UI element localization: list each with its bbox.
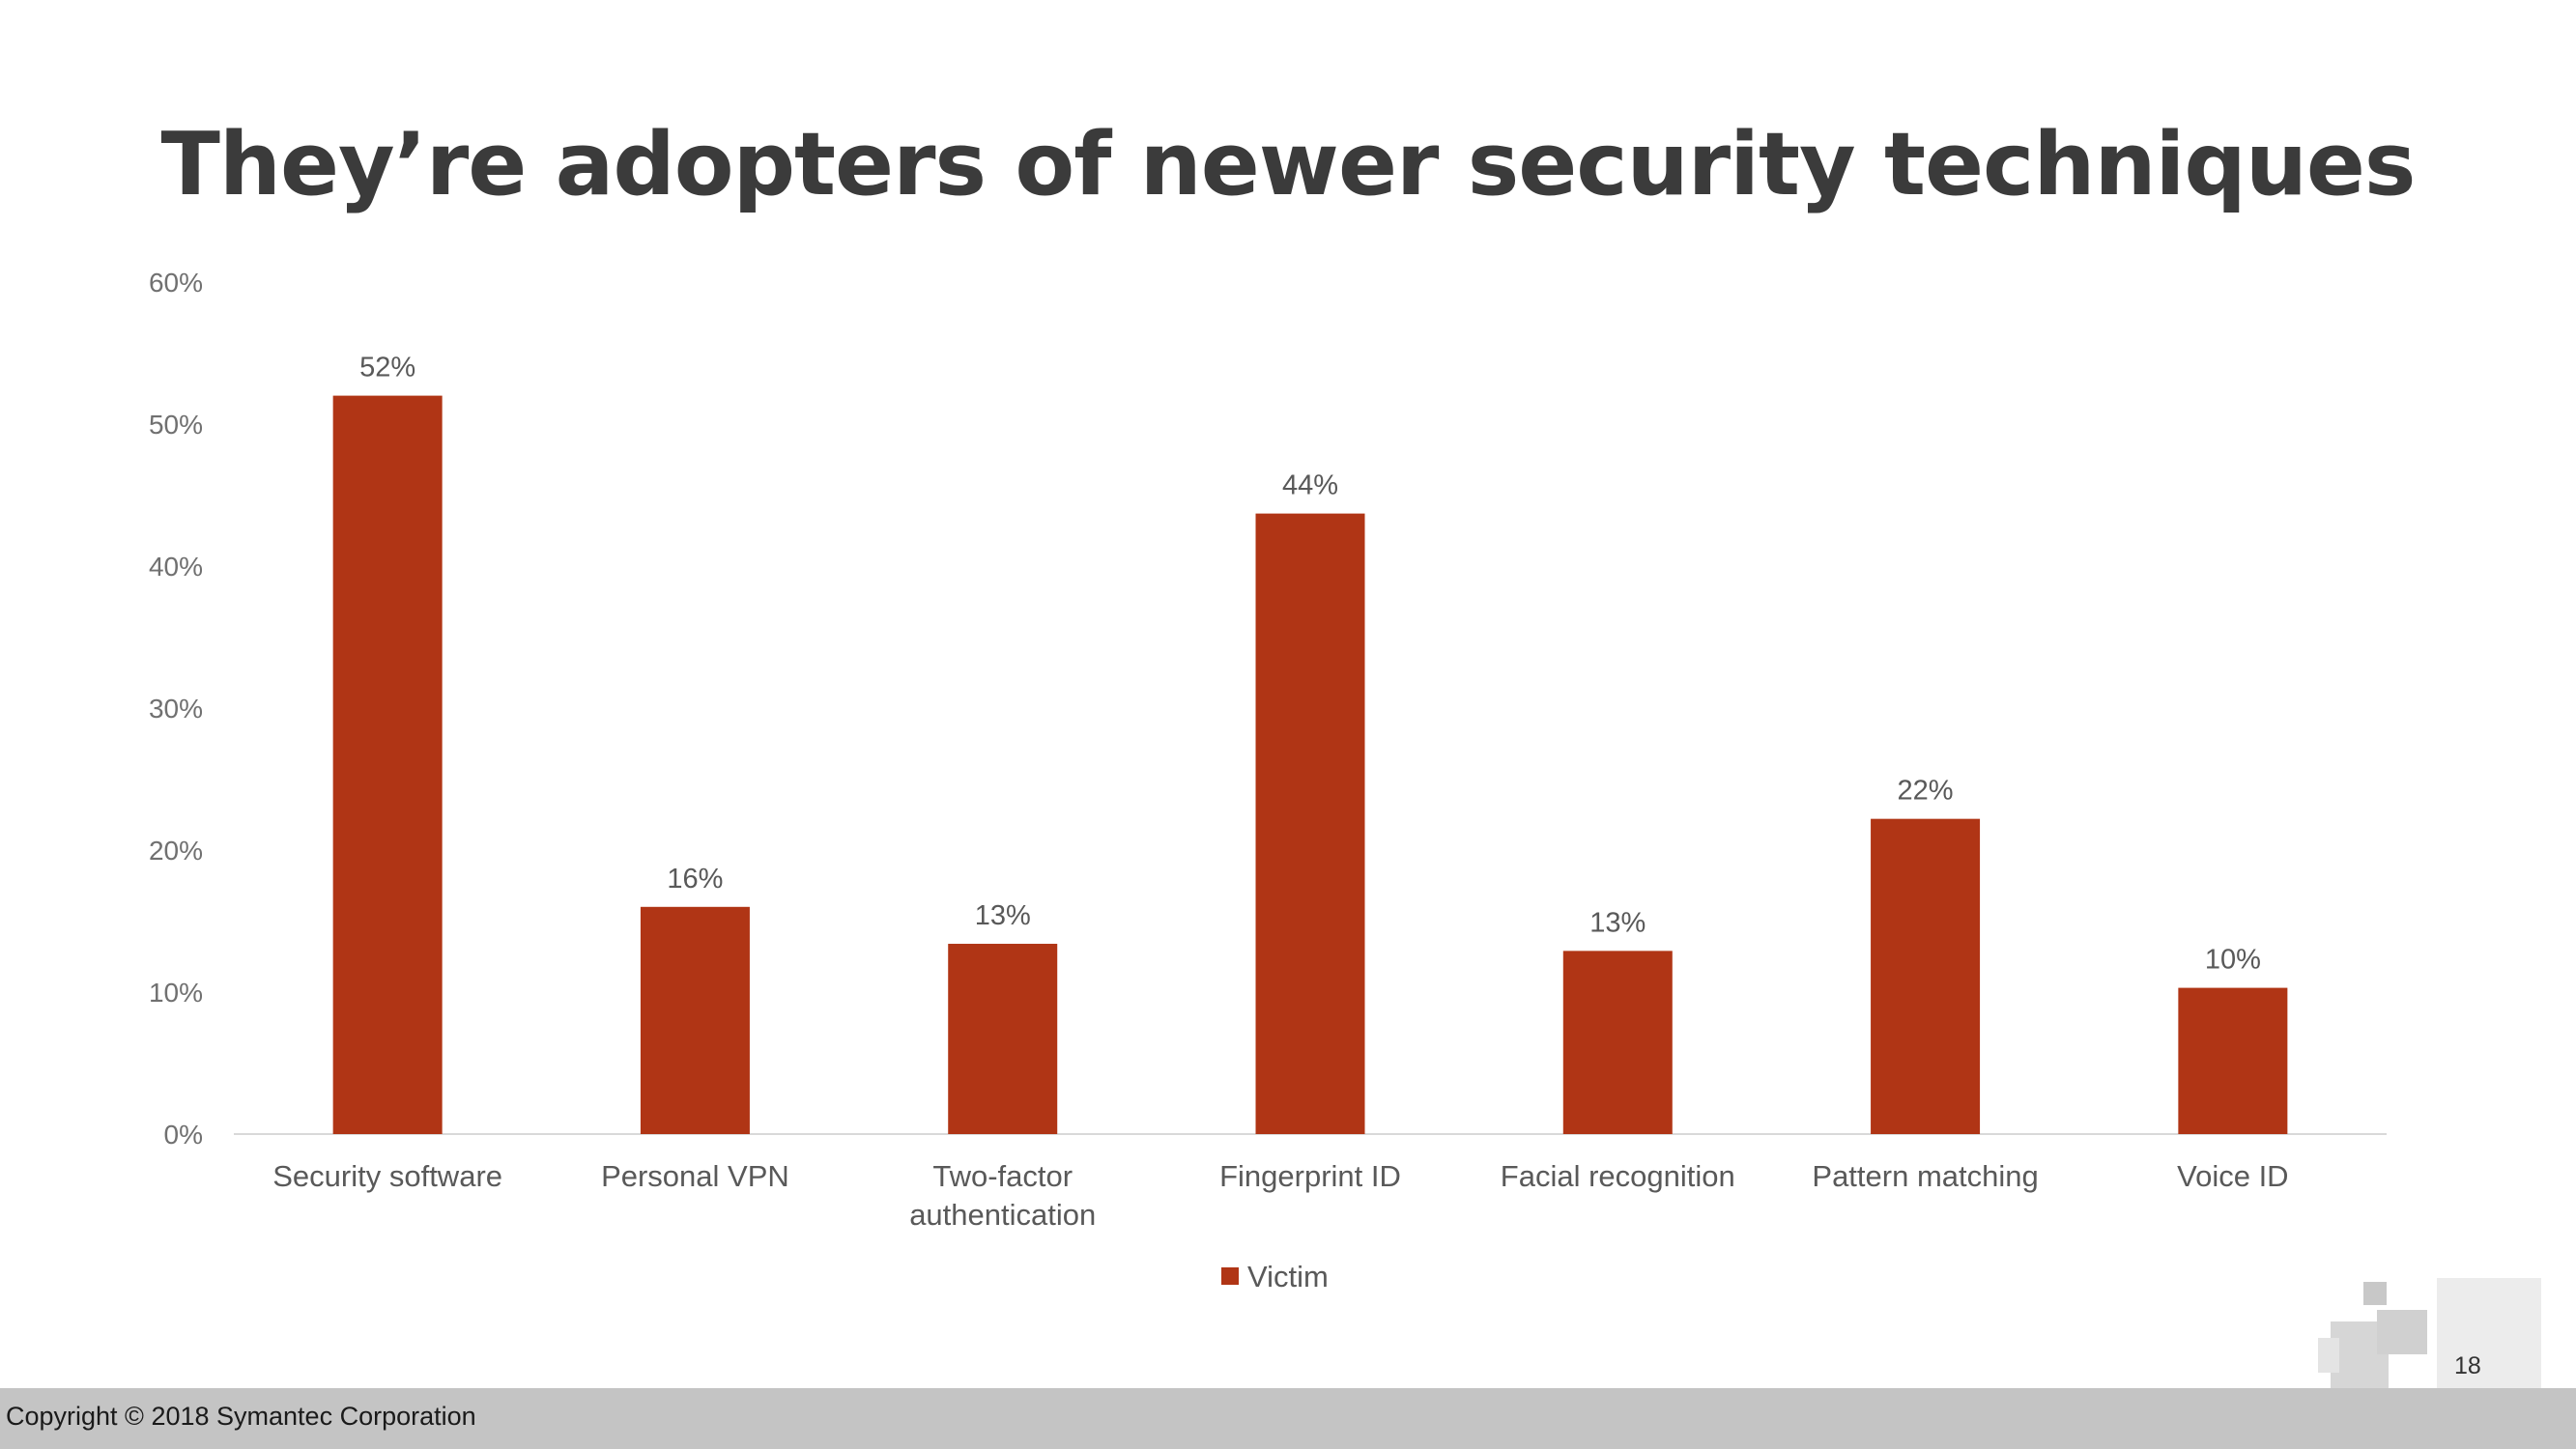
legend-swatch — [1221, 1267, 1239, 1285]
bar — [2178, 987, 2288, 1134]
data-label: 16% — [667, 864, 723, 895]
y-tick-label: 20% — [149, 836, 203, 866]
bar — [1255, 513, 1365, 1134]
legend-label: Victim — [1247, 1260, 1329, 1293]
copyright-text: Copyright © 2018 Symantec Corporation — [6, 1402, 476, 1431]
y-tick-label: 30% — [149, 694, 203, 724]
data-label: 13% — [975, 900, 1031, 931]
bar — [332, 395, 443, 1135]
category-label: Fingerprint ID — [1219, 1159, 1401, 1193]
category-label: Facial recognition — [1501, 1159, 1735, 1193]
category-label: Security software — [272, 1159, 502, 1193]
bar-chart: 0% 10% 20% 30% 40% 50% 60% 52% 16% 13% 44% 13% 22% 1… — [149, 268, 2387, 1293]
bar — [948, 944, 1058, 1134]
bar — [1562, 951, 1673, 1134]
bar — [640, 906, 750, 1134]
category-label: Voice ID — [2177, 1159, 2288, 1193]
category-label: Personal VPN — [601, 1159, 789, 1193]
category-label: authentication — [909, 1198, 1096, 1232]
data-label: 13% — [1589, 907, 1646, 938]
category-labels: Security software Personal VPN Two-factor a… — [272, 1159, 2288, 1232]
page-number: 18 — [2454, 1352, 2481, 1379]
decor-square-4 — [2377, 1310, 2427, 1354]
data-label: 52% — [359, 353, 415, 384]
data-label: 22% — [1898, 776, 1954, 807]
y-tick-label: 0% — [164, 1120, 203, 1150]
data-label: 44% — [1282, 470, 1338, 501]
y-tick-label: 50% — [149, 410, 203, 440]
y-tick-label: 40% — [149, 552, 203, 582]
bars — [332, 395, 2288, 1135]
data-label: 10% — [2205, 945, 2261, 976]
decor-square-2 — [2437, 1278, 2541, 1388]
y-axis-labels: 0% 10% 20% 30% 40% 50% 60% — [149, 268, 203, 1150]
data-labels: 52% 16% 13% 44% 13% 22% 10% — [359, 353, 2261, 976]
bar — [1871, 818, 1981, 1134]
legend: Victim — [1221, 1260, 1329, 1293]
slide-title: They’re adopters of newer security techn… — [160, 114, 2416, 215]
y-tick-label: 10% — [149, 978, 203, 1008]
footer-bar: Copyright © 2018 Symantec Corporation — [0, 1388, 2576, 1449]
decor-square-5 — [2318, 1338, 2339, 1373]
decor-square-1 — [2363, 1282, 2387, 1305]
category-label: Pattern matching — [1812, 1159, 2038, 1193]
category-label: Two-factor — [932, 1159, 1073, 1193]
y-tick-label: 60% — [149, 268, 203, 298]
